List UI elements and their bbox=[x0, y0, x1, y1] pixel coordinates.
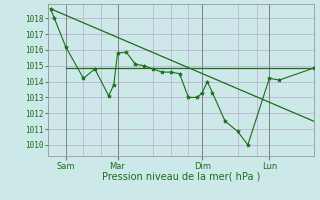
X-axis label: Pression niveau de la mer( hPa ): Pression niveau de la mer( hPa ) bbox=[102, 172, 260, 182]
